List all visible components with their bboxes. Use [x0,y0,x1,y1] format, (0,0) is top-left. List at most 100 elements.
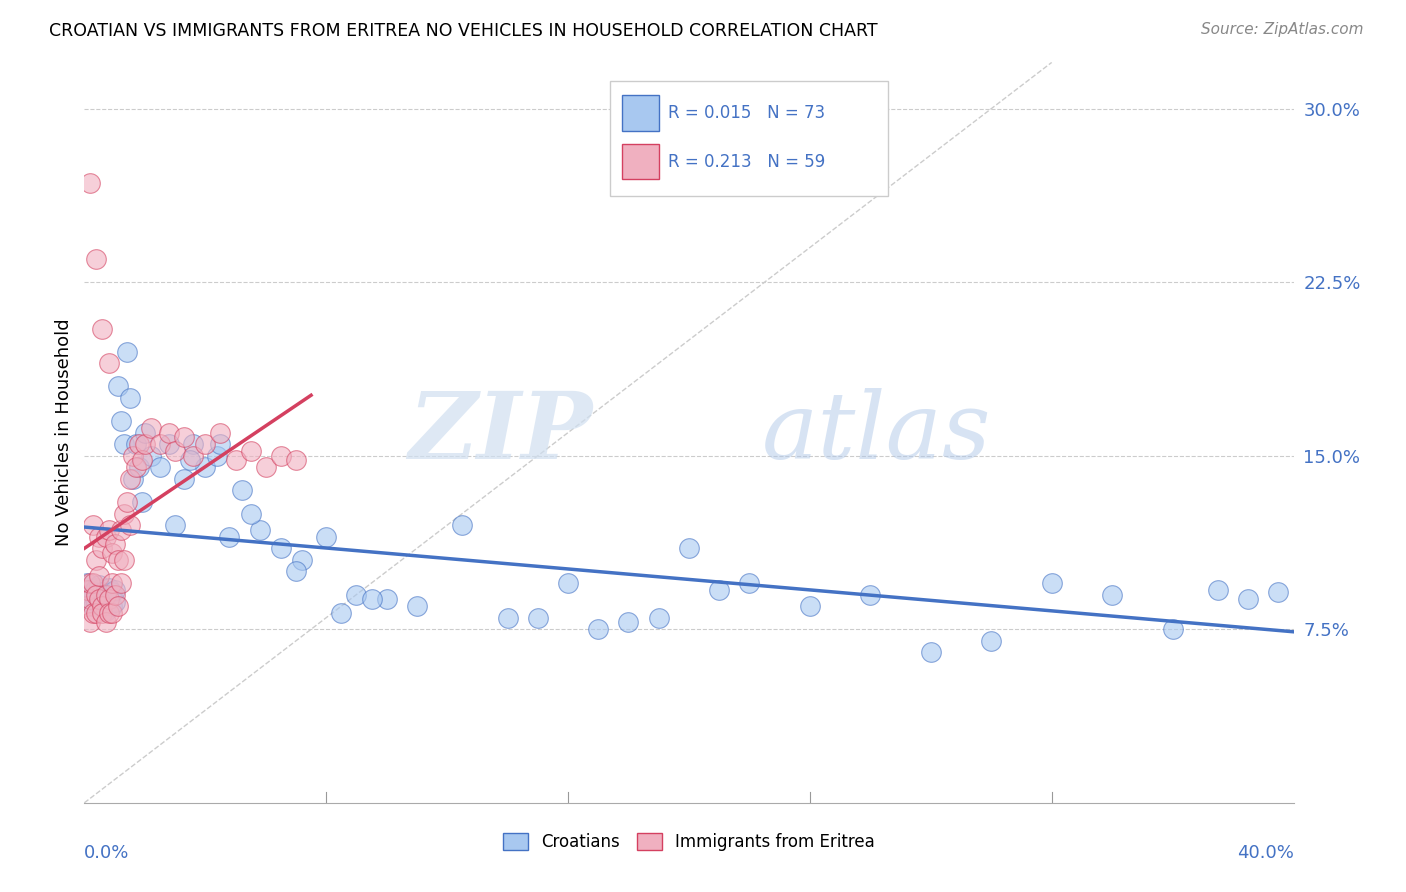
Point [173,472,195,486]
Point [76,599,98,614]
Point [112,507,135,521]
Text: Source: ZipAtlas.com: Source: ZipAtlas.com [1201,22,1364,37]
Point [149,460,172,475]
Point [1267,585,1289,599]
Point [270,541,292,556]
Point [82,606,104,620]
Point [100,599,122,614]
Point [91,597,114,611]
Text: ZIP: ZIP [408,388,592,477]
Point [79,615,101,630]
Point [86,588,108,602]
Point [134,425,156,440]
Point [89,578,111,592]
Point [86,606,108,620]
Point [91,585,114,599]
Point [709,582,731,597]
Point [315,530,337,544]
Point [86,252,108,266]
Point [406,599,429,614]
Point [112,553,135,567]
Point [617,615,640,630]
Point [165,444,187,458]
Point [678,541,700,556]
Text: CROATIAN VS IMMIGRANTS FROM ERITREA NO VEHICLES IN HOUSEHOLD CORRELATION CHART: CROATIAN VS IMMIGRANTS FROM ERITREA NO V… [49,22,877,40]
Point [1237,592,1260,607]
Point [1101,588,1123,602]
Point [239,444,262,458]
Point [451,518,474,533]
Point [82,518,104,533]
Point [239,507,262,521]
FancyBboxPatch shape [623,144,659,179]
Point [107,379,129,393]
Text: 40.0%: 40.0% [1237,844,1294,862]
Point [125,437,148,451]
Point [859,588,882,602]
Point [225,453,247,467]
Point [557,576,579,591]
Legend: Croatians, Immigrants from Eritrea: Croatians, Immigrants from Eritrea [496,826,882,857]
Point [79,592,101,607]
Point [346,588,368,602]
Point [527,610,550,624]
Point [125,460,148,475]
Point [209,425,232,440]
Point [738,576,761,591]
Point [104,536,127,550]
Point [104,594,127,608]
Point [375,592,398,607]
Point [91,606,114,620]
Point [648,610,671,624]
Point [149,437,172,451]
Point [91,321,114,335]
Point [89,569,111,583]
Point [97,606,120,620]
Point [100,585,122,599]
Point [82,585,104,599]
Point [128,460,150,475]
Point [207,449,229,463]
Point [79,582,101,597]
Point [94,588,117,602]
Point [82,599,104,614]
Point [100,606,122,620]
Point [110,523,132,537]
Point [76,582,98,597]
Point [89,530,111,544]
Point [231,483,253,498]
Point [79,592,101,607]
Point [107,599,129,614]
Point [86,581,108,595]
Text: 0.0%: 0.0% [84,844,129,862]
Point [181,437,204,451]
Point [94,588,117,602]
Point [76,576,98,591]
Point [157,425,180,440]
Point [165,518,187,533]
Point [82,576,104,591]
Point [104,582,127,597]
Text: R = 0.213   N = 59: R = 0.213 N = 59 [668,153,825,170]
Point [79,576,101,591]
Point [209,437,232,451]
Point [1161,622,1184,636]
Point [131,495,153,509]
Point [496,610,519,624]
Point [91,599,114,614]
Point [110,414,132,428]
Point [100,576,122,591]
Point [285,565,308,579]
Text: R = 0.015   N = 73: R = 0.015 N = 73 [668,103,825,122]
Point [112,437,135,451]
Point [218,530,240,544]
Point [76,588,98,602]
Point [254,460,277,475]
Point [139,449,162,463]
Point [97,581,120,595]
Point [115,344,138,359]
Point [86,553,108,567]
Point [89,590,111,604]
Point [110,576,132,591]
Point [285,453,308,467]
